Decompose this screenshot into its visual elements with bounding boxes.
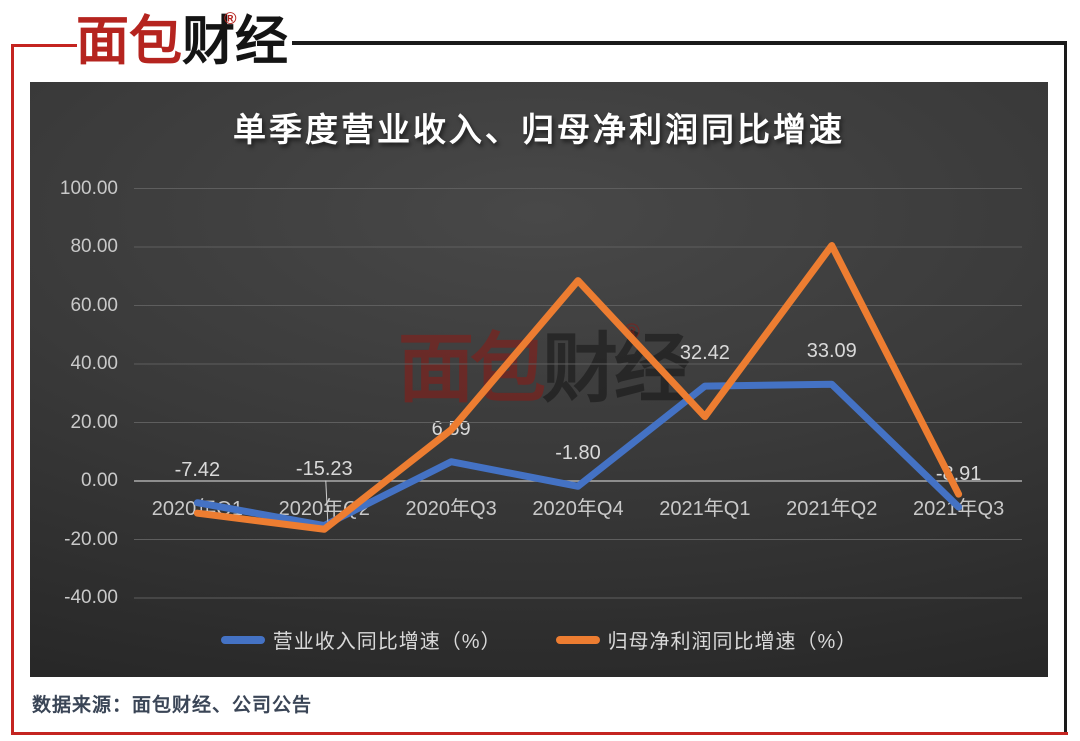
y-axis-tick-label: 40.00 xyxy=(70,353,118,374)
x-axis-tick-label: 2020年Q4 xyxy=(532,498,624,520)
data-label: 33.09 xyxy=(806,340,857,363)
frame-top-black-line xyxy=(292,41,1067,45)
frame-right-black-line xyxy=(1064,41,1067,735)
revenue-series-label: 营业收入同比增速（%） xyxy=(272,631,502,653)
footer-data-source: 数据来源：面包财经、公司公告 xyxy=(32,695,313,716)
frame-top-red-line xyxy=(11,44,77,47)
registered-trademark-icon: ® xyxy=(224,9,237,28)
profit-series-label: 归母净利润同比增速（%） xyxy=(607,631,858,653)
profit-series-swatch xyxy=(555,635,600,644)
data-label-leader-line xyxy=(325,480,329,522)
profit-series-line xyxy=(193,242,963,533)
revenue-series-swatch xyxy=(220,635,265,644)
y-axis-tick-label: -20.00 xyxy=(64,528,118,550)
revenue-series-line xyxy=(193,380,963,530)
data-label: -1.80 xyxy=(555,442,601,465)
y-axis: 100.00 80.00 60.00 40.00 20.00 0.00 -20.00 -40.… xyxy=(30,82,1048,677)
brand-logo-part2: 财经 xyxy=(182,12,288,71)
y-axis-tick-label: 0.00 xyxy=(81,470,118,491)
chart-title: 单季度营业收入、归母净利润同比增速 xyxy=(233,111,845,148)
brand-logo: 面包财经 ® xyxy=(76,9,288,73)
legend-item-revenue: 营业收入同比增速（%） xyxy=(220,625,502,654)
watermark-part1: 面包 xyxy=(398,327,546,412)
y-axis-tick-label: -40.00 xyxy=(64,587,118,608)
x-axis-tick-label: 2021年Q2 xyxy=(786,498,878,520)
plot-svg xyxy=(134,188,1022,599)
y-axis-tick-label: 100.00 xyxy=(59,177,118,199)
x-axis-tick-label: 2021年Q1 xyxy=(659,498,751,520)
x-axis-tick-label: 2020年Q3 xyxy=(405,498,497,520)
y-axis-tick-label: 60.00 xyxy=(70,294,118,316)
frame-bottom-red-line xyxy=(11,732,1068,735)
legend: 营业收入同比增速（%） 归母净利润同比增速（%） xyxy=(30,625,1048,654)
chart-area: 单季度营业收入、归母净利润同比增速 面包财经 ® 100.00 80.00 60.0… xyxy=(30,82,1048,677)
brand-logo-part1: 面包 xyxy=(76,12,182,71)
data-labels-layer: -7.42 -15.23 6.59 -1.80 32.42 33.09 -8.91 xyxy=(30,82,1048,677)
x-axis: 2020年Q1 2020年Q2 2020年Q3 2020年Q4 2021年Q1 2021年… xyxy=(30,82,1048,677)
y-axis-tick-label: 20.00 xyxy=(70,411,118,433)
data-label: -15.23 xyxy=(295,457,353,480)
frame-left-red-line xyxy=(11,44,14,735)
legend-item-profit: 归母净利润同比增速（%） xyxy=(555,625,858,654)
data-label: 32.42 xyxy=(679,342,730,365)
data-label: -7.42 xyxy=(174,458,221,481)
y-axis-tick-label: 80.00 xyxy=(70,236,118,257)
